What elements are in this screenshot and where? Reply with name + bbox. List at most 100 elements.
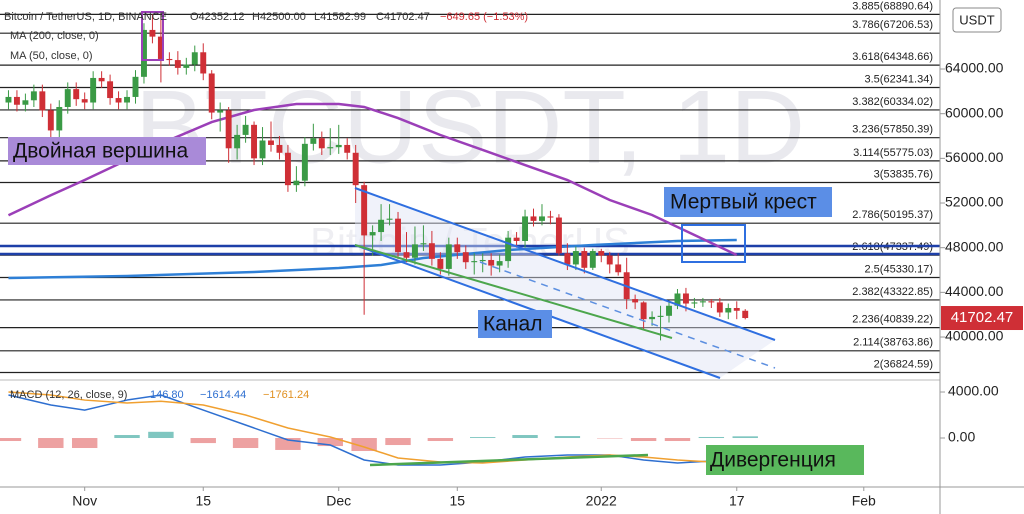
fib-label: 3.5(62341.34) — [865, 73, 934, 85]
price-tag — [941, 306, 1023, 331]
histogram-bar — [554, 436, 581, 439]
histogram-bar — [317, 438, 343, 447]
candle-body — [64, 89, 71, 107]
fib-label: 3.382(60334.02) — [852, 96, 933, 108]
candle-body — [327, 147, 334, 149]
currency[interactable]: USDT — [959, 12, 994, 27]
fib-label: 2.236(40839.22) — [852, 314, 933, 326]
candle-body — [462, 252, 469, 263]
histogram-bar — [427, 438, 454, 442]
candle-body — [5, 96, 12, 103]
fib-label: 3.236(57850.39) — [852, 124, 933, 136]
candle-body — [581, 251, 588, 268]
candle-body — [200, 52, 207, 74]
candle-body — [208, 73, 215, 113]
macd-value: −1614.44 — [200, 389, 246, 401]
watermark: BTCUSDT, 1D — [135, 69, 805, 185]
annotation-box — [8, 137, 206, 165]
fib-label: 2.5(45330.17) — [865, 263, 934, 275]
candle-body — [598, 251, 605, 256]
candle-body — [555, 217, 562, 254]
annotation-box — [664, 187, 832, 217]
candle-body — [539, 216, 545, 221]
candle-body — [47, 110, 54, 131]
candle-body — [191, 52, 198, 65]
histogram-bar — [148, 431, 174, 439]
candle-body — [183, 64, 190, 68]
fib-label: 3.786(67206.53) — [852, 19, 933, 31]
legend-entry: MA (200, close, 0) — [10, 30, 99, 42]
candle-body — [471, 261, 478, 263]
fib-label: 3(53835.76) — [874, 168, 933, 180]
candle-body — [564, 253, 571, 265]
candle-body — [174, 60, 181, 68]
y-tick-label: 44000.00 — [945, 283, 1004, 299]
candle-body — [733, 307, 740, 311]
annotation-box — [478, 310, 552, 338]
fib-label: 3.114(55775.03) — [853, 147, 933, 159]
candle-body — [166, 58, 173, 61]
x-tick-label: Dec — [326, 493, 351, 509]
histogram-bar — [630, 438, 657, 442]
candle-body — [132, 76, 139, 97]
candle-body — [674, 293, 681, 306]
candle-body — [318, 138, 325, 149]
y-tick-label: 52000.00 — [945, 194, 1004, 210]
candle-body — [242, 124, 249, 135]
candle-body — [98, 77, 105, 82]
candle-body — [420, 243, 427, 245]
candle-body — [505, 237, 512, 262]
change: −649.65 (−1.53%) — [440, 11, 528, 23]
candle-body — [378, 219, 385, 233]
candle-body — [30, 91, 37, 101]
candle-body — [56, 106, 63, 131]
candle-body — [403, 252, 410, 258]
macd-value: −1761.24 — [263, 389, 309, 401]
candle-body — [268, 140, 274, 145]
y-tick-label: 4000.00 — [948, 383, 999, 399]
candle-body — [437, 258, 444, 269]
candle-body — [428, 243, 435, 259]
candle-body — [572, 251, 579, 265]
ohlc-open: O42352.12 — [190, 11, 244, 23]
currency-box[interactable] — [952, 7, 1002, 33]
ohlc-high: H42500.00 — [252, 11, 306, 23]
annotation: Дивергенция — [710, 449, 836, 472]
candle-body — [157, 36, 164, 59]
histogram-bar — [232, 438, 259, 449]
candle-body — [547, 216, 554, 218]
candle-body — [301, 143, 308, 181]
candle-body — [657, 315, 664, 317]
macd-line — [8, 391, 746, 464]
candle-body — [386, 218, 393, 220]
fib-label: 2.382(43322.85) — [852, 286, 933, 298]
candle-body — [141, 29, 147, 77]
divergence-line — [369, 453, 649, 467]
candle-body — [149, 29, 156, 37]
candle-body — [488, 259, 495, 266]
y-tick-label: 48000.00 — [945, 238, 1004, 254]
candle-body — [496, 261, 503, 266]
x-tick-label: 15 — [195, 493, 211, 509]
macd-line — [8, 394, 746, 466]
candle-body — [454, 244, 461, 253]
histogram-bar — [698, 436, 725, 439]
candle-body — [699, 301, 706, 303]
candle-body — [124, 96, 130, 103]
candle-body — [513, 237, 520, 241]
candle-body — [293, 180, 300, 186]
candle-body — [666, 305, 672, 316]
histogram-bar — [732, 436, 758, 439]
histogram-bar — [38, 438, 64, 449]
histogram-bar — [385, 438, 411, 446]
channel-mid — [479, 261, 776, 369]
candle-body — [649, 316, 656, 320]
candle-body — [310, 138, 317, 144]
candle-body — [22, 100, 29, 105]
x-tick-label: Feb — [852, 493, 876, 509]
x-tick-label: 15 — [450, 493, 466, 509]
annotation-box — [706, 445, 864, 475]
fib-label: 3.618(64348.66) — [852, 51, 933, 63]
highlight-box — [681, 224, 746, 263]
candle-body — [716, 302, 723, 313]
